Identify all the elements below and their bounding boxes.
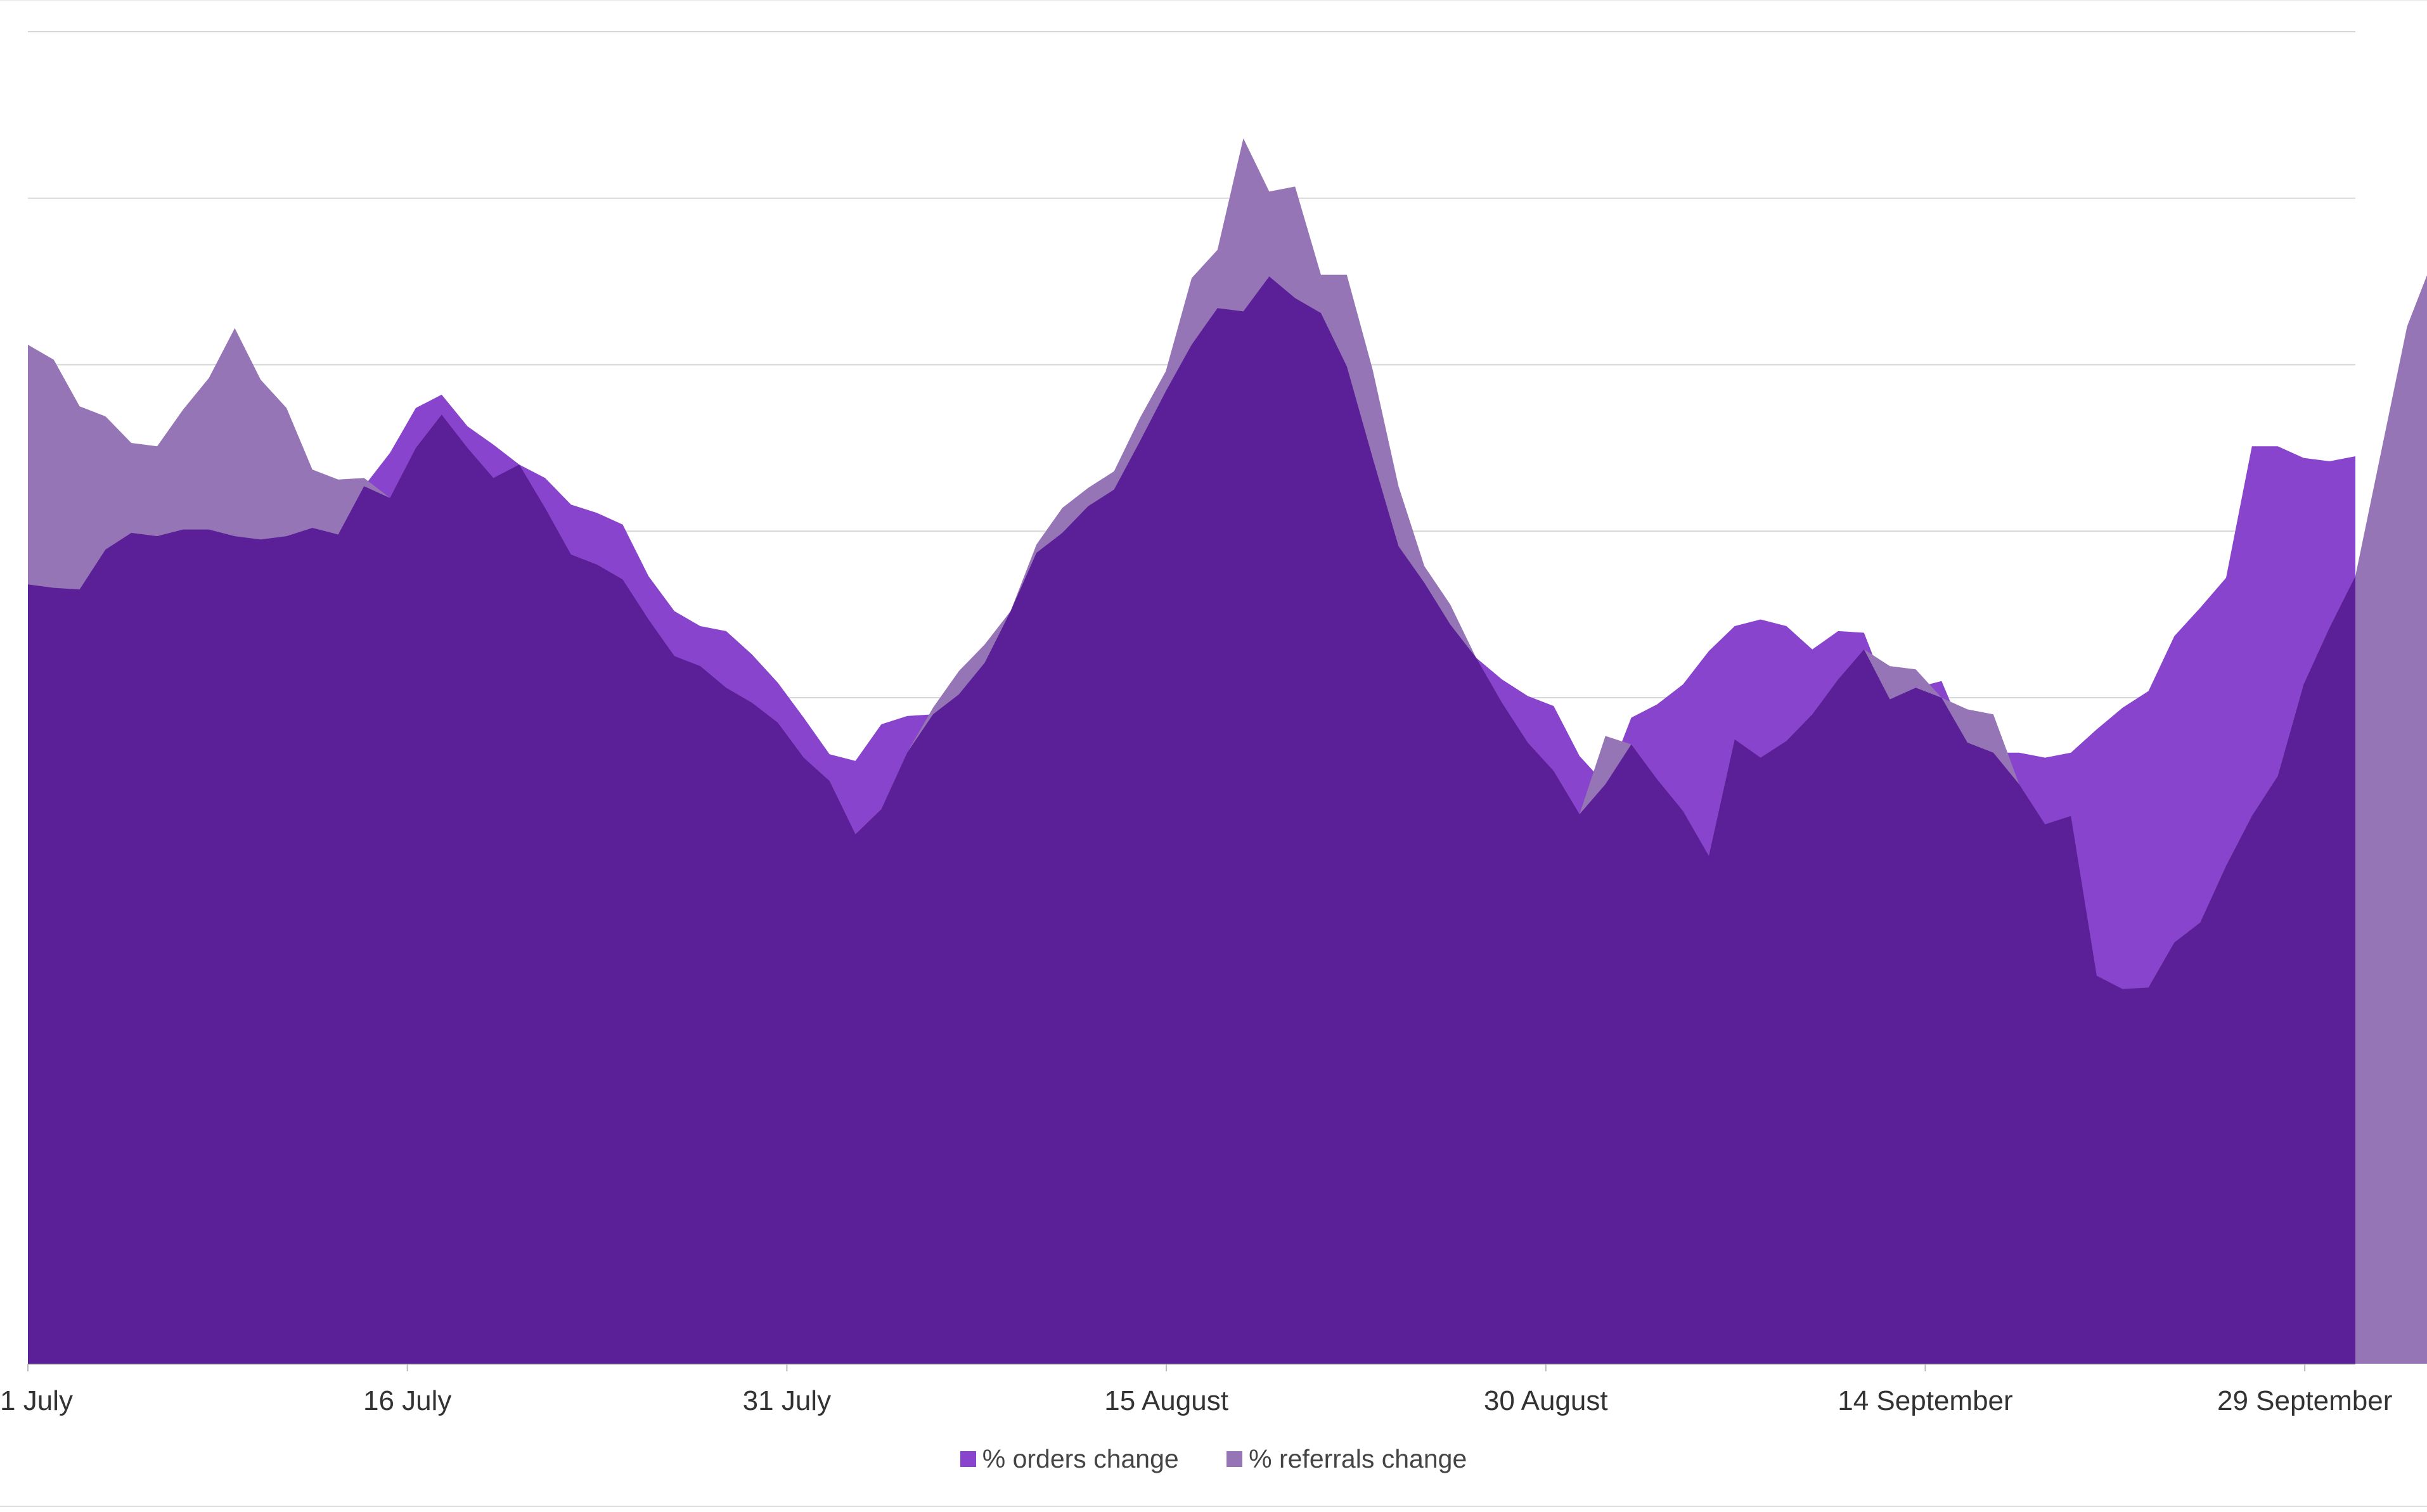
x-tick-label: 30 August: [1484, 1385, 1608, 1416]
top-border: [0, 0, 2427, 1]
bottom-border: [0, 1506, 2427, 1507]
x-tick-label: 14 September: [1838, 1385, 2012, 1416]
series-areas: [28, 138, 2427, 1364]
legend-swatch-referrals: [1226, 1451, 1243, 1467]
x-tick-label: 29 September: [2217, 1385, 2392, 1416]
x-tick-label: 1 July: [0, 1385, 73, 1416]
x-tick-label: 15 August: [1104, 1385, 1228, 1416]
legend-item-orders[interactable]: % orders change: [960, 1444, 1179, 1474]
legend-item-referrals[interactable]: % referrals change: [1226, 1444, 1467, 1474]
x-axis: 1 July 16 July 31 July 15 August 30 August 14…: [0, 1364, 2392, 1416]
legend-label-referrals: % referrals change: [1249, 1444, 1467, 1473]
x-tick-label: 16 July: [363, 1385, 451, 1416]
x-tick-label: 31 July: [743, 1385, 831, 1416]
legend: % orders change % referrals change: [0, 1444, 2427, 1474]
series-area-overlap: [28, 276, 2355, 1364]
legend-swatch-orders: [960, 1451, 976, 1467]
area-chart: 1 July 16 July 31 July 15 August 30 August 14…: [0, 31, 2427, 1416]
legend-label-orders: % orders change: [982, 1444, 1179, 1473]
